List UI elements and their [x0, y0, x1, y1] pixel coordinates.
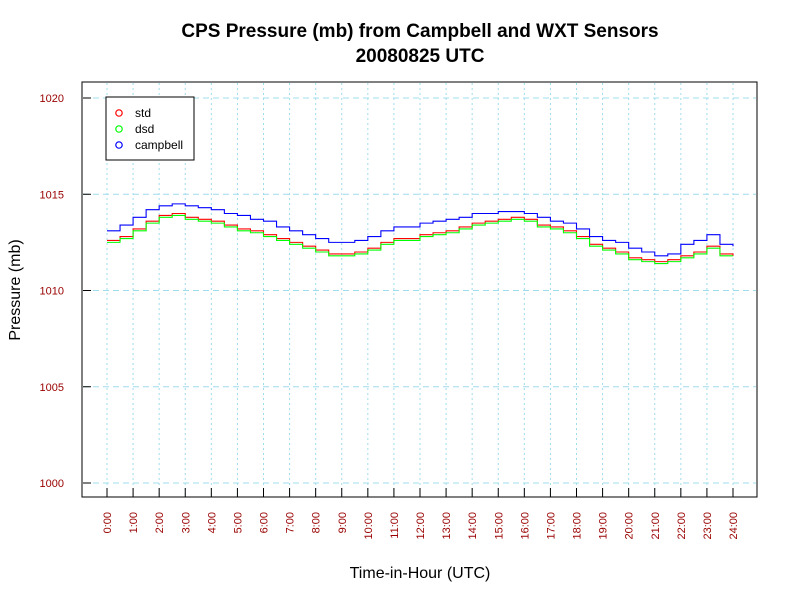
x-tick-label: 3:00	[180, 512, 192, 533]
y-tick-label: 1020	[40, 93, 64, 105]
series-line-dsd	[107, 214, 733, 265]
x-tick-label: 0:00	[102, 512, 114, 533]
series-layer	[107, 203, 734, 265]
grid	[83, 83, 756, 496]
x-tick-label: 15:00	[493, 512, 505, 540]
legend-box	[105, 96, 195, 161]
chart-title: CPS Pressure (mb) from Campbell and WXT …	[181, 21, 658, 42]
ticks: 0:00 1:00 2:00 3:00 4:00 5:00 6:00 7:00 8:00 9:00…	[40, 93, 740, 540]
x-tick-label: 17:00	[545, 512, 557, 540]
legend-label-campbell: campbell	[135, 138, 183, 152]
chart-subtitle: 20080825 UTC	[356, 46, 485, 67]
x-tick-label: 21:00	[650, 512, 662, 540]
legend: std dsd campbell	[105, 96, 195, 161]
legend-marker-std	[115, 109, 123, 117]
x-tick-label: 19:00	[598, 512, 610, 540]
y-tick-label: 1010	[40, 286, 64, 298]
legend-marker-dsd	[115, 125, 123, 133]
y-axis-label: Pressure (mb)	[7, 239, 24, 340]
x-tick-label: 8:00	[311, 512, 323, 533]
x-tick-label: 4:00	[206, 512, 218, 533]
x-tick-label: 13:00	[441, 512, 453, 540]
x-tick-label: 23:00	[702, 512, 714, 540]
x-tick-label: 16:00	[519, 512, 531, 540]
legend-marker-campbell	[115, 141, 123, 149]
x-tick-label: 11:00	[389, 512, 401, 539]
legend-label-std: std	[135, 106, 151, 120]
x-tick-label: 12:00	[415, 512, 427, 540]
y-tick-label: 1015	[40, 189, 64, 201]
x-tick-label: 18:00	[572, 512, 584, 540]
x-tick-label: 9:00	[337, 512, 349, 533]
x-tick-label: 7:00	[285, 512, 297, 533]
x-tick-label: 10:00	[363, 512, 375, 540]
x-tick-label: 14:00	[467, 512, 479, 540]
legend-label-dsd: dsd	[135, 122, 154, 136]
x-tick-label: 2:00	[154, 512, 166, 533]
x-tick-label: 5:00	[232, 512, 244, 533]
x-tick-label: 24:00	[728, 512, 740, 540]
x-tick-label: 20:00	[624, 512, 636, 540]
y-tick-label: 1000	[40, 478, 64, 490]
x-axis-label: Time-in-Hour (UTC)	[350, 565, 491, 582]
x-tick-label: 6:00	[259, 512, 271, 533]
series-line-campbell	[107, 203, 734, 257]
x-tick-label: 22:00	[676, 512, 688, 540]
y-tick-label: 1005	[40, 382, 64, 394]
x-tick-label: 1:00	[128, 512, 140, 533]
